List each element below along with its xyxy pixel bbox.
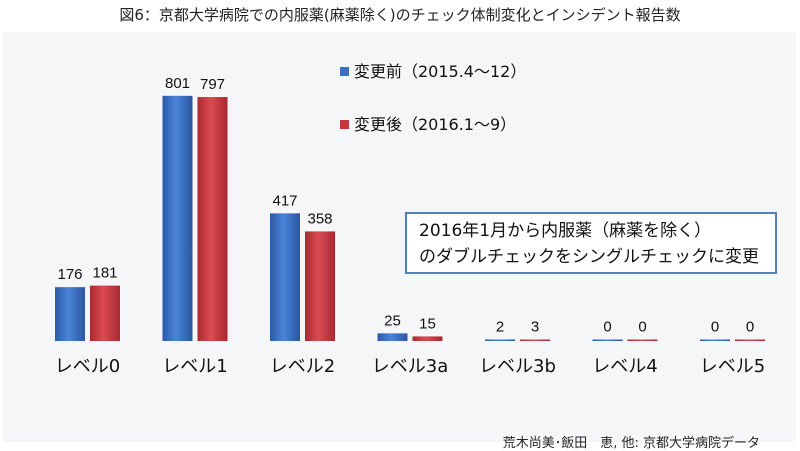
- bar-before-4: [485, 339, 515, 341]
- data-label-before-6: 0: [711, 319, 719, 336]
- data-label-after-5: 0: [638, 319, 646, 336]
- bar-after-4: [520, 339, 550, 341]
- figure-title: 図6：京都大学病院での内服薬(麻薬除く)のチェック体制変化とインシデント報告数: [119, 6, 681, 24]
- bars-layer: [55, 95, 765, 341]
- x-tick-label-0: レベル0: [55, 356, 120, 377]
- bar-after-3: [412, 336, 443, 341]
- bar-after-2: [305, 231, 335, 341]
- bar-after-1: [197, 97, 228, 341]
- bar-before-1: [162, 95, 193, 341]
- data-label-after-0: 181: [92, 265, 117, 282]
- data-label-before-5: 0: [603, 319, 611, 336]
- x-tick-label-2: レベル2: [270, 356, 335, 377]
- bar-before-3: [377, 333, 408, 341]
- x-tick-label-1: レベル1: [162, 356, 227, 377]
- bar-before-0: [55, 287, 85, 341]
- data-labels-layer: 176 181 801 797 417 358 25 15 2 3 0 0 0 0: [57, 75, 754, 336]
- data-label-after-4: 3: [531, 319, 539, 336]
- legend-label-after: 変更後（2016.1〜9）: [354, 115, 516, 134]
- legend: 変更前（2015.4〜12） 変更後（2016.1〜9）: [340, 62, 526, 134]
- chart-panel: 176 181 801 797 417 358 25 15 2 3 0 0 0 0 レベル0 レベル1 レベル…: [3, 32, 796, 451]
- x-tick-label-3: レベル3a: [372, 356, 448, 377]
- x-tick-labels-layer: レベル0 レベル1 レベル2 レベル3a レベル3b レベル4 レベル5: [55, 356, 765, 377]
- legend-swatch-after: [340, 120, 349, 129]
- bar-before-2: [270, 213, 300, 341]
- annotation-line-2: のダブルチェックをシングルチェックに変更: [419, 247, 759, 267]
- data-label-after-3: 15: [419, 315, 436, 332]
- data-label-after-1: 797: [200, 76, 225, 93]
- data-label-before-2: 417: [272, 192, 297, 209]
- legend-label-before: 変更前（2015.4〜12）: [354, 62, 526, 81]
- x-tick-label-5: レベル4: [592, 356, 657, 377]
- bar-after-6: [735, 339, 765, 341]
- data-label-before-0: 176: [57, 266, 82, 283]
- bar-after-5: [627, 339, 658, 341]
- data-label-after-2: 358: [307, 210, 332, 227]
- bar-before-6: [700, 339, 730, 341]
- data-label-before-1: 801: [165, 75, 190, 92]
- source-credit: 荒木尚美･飯田 恵, 他: 京都大学病院データ: [502, 436, 760, 451]
- x-tick-label-6: レベル5: [700, 356, 765, 377]
- legend-swatch-before: [340, 67, 349, 76]
- annotation-line-1: 2016年1月から内服薬（麻薬を除く）: [419, 221, 712, 241]
- bar-after-0: [90, 285, 120, 341]
- data-label-after-6: 0: [746, 319, 754, 336]
- annotation-box: 2016年1月から内服薬（麻薬を除く） のダブルチェックをシングルチェックに変更: [405, 212, 777, 274]
- bar-before-5: [592, 339, 623, 341]
- x-tick-label-4: レベル3b: [479, 356, 556, 377]
- data-label-before-4: 2: [496, 319, 504, 336]
- data-label-before-3: 25: [384, 312, 401, 329]
